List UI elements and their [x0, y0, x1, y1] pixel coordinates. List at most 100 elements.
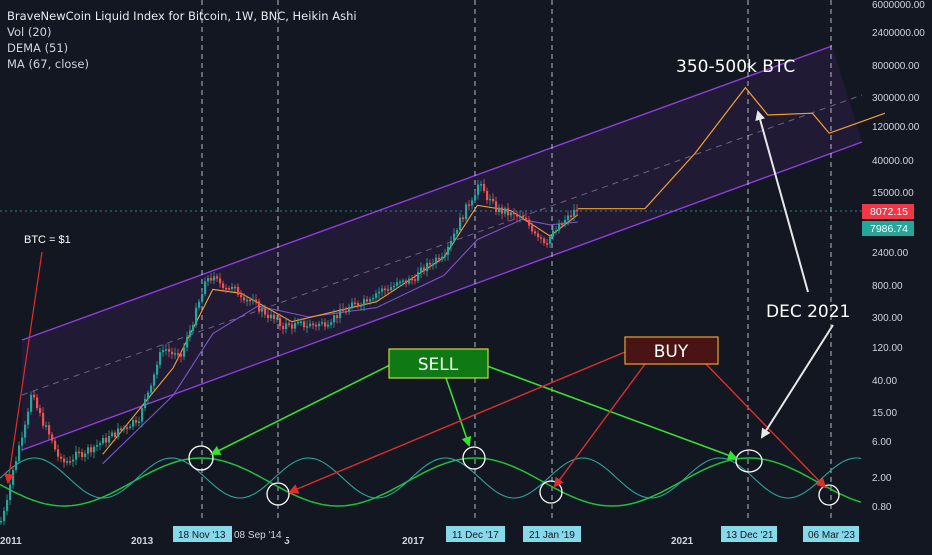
cycle-circle-2	[266, 482, 290, 506]
candle	[306, 326, 309, 328]
y-tick-label: 800.00	[872, 281, 903, 292]
candle	[549, 236, 552, 244]
candle	[210, 278, 213, 281]
candle	[543, 238, 546, 244]
candle	[120, 428, 123, 430]
candle	[405, 280, 408, 284]
candle	[105, 437, 108, 443]
date-flag-4: 21 Jan '19	[529, 530, 575, 541]
target-label: 350-500k BTC	[676, 57, 795, 77]
y-tick-label: 2400.00	[872, 248, 909, 259]
candle	[15, 461, 18, 471]
candle	[6, 499, 9, 511]
candle	[411, 278, 414, 281]
candle	[267, 314, 270, 319]
channel-lower-line	[21, 141, 863, 451]
candle	[378, 291, 381, 294]
buy-arrow-mid	[553, 363, 646, 488]
candle	[324, 322, 327, 327]
buy-box-bg	[624, 336, 719, 365]
candle	[237, 287, 240, 295]
legend-ma: MA (67, close)	[7, 57, 89, 71]
candle	[357, 303, 360, 306]
candle	[279, 317, 282, 326]
candle	[516, 214, 519, 217]
candle	[576, 209, 579, 212]
cycle-circle-1	[188, 445, 214, 471]
candle	[330, 322, 333, 325]
candle	[342, 308, 345, 311]
candle	[351, 302, 354, 307]
candle	[273, 314, 276, 319]
candle	[165, 349, 168, 351]
candle	[213, 276, 216, 281]
candle	[144, 398, 147, 409]
candle	[153, 374, 156, 386]
cycle-wave-teal	[0, 457, 862, 499]
candle	[432, 263, 435, 266]
candle	[12, 470, 15, 485]
candle	[117, 428, 120, 438]
y-tick-label: 300000.00	[872, 93, 920, 104]
dec2021-arrows	[755, 110, 834, 439]
candle	[243, 297, 246, 301]
x-tick-5: 5	[284, 536, 290, 547]
candle	[192, 325, 195, 331]
candle	[111, 432, 114, 437]
date-flags: 18 Nov '13 08 Sep '14 11 Dec '17 21 Jan …	[173, 526, 859, 542]
candle	[552, 230, 555, 237]
candle	[171, 351, 174, 355]
candle	[309, 323, 312, 327]
candle	[177, 353, 180, 355]
candle	[477, 184, 480, 195]
candle	[183, 347, 186, 357]
date-flag-6-bg	[803, 526, 859, 542]
buy-arrows	[288, 351, 827, 494]
candle	[249, 299, 252, 302]
y-tick-label: 6.00	[872, 437, 892, 448]
candle	[435, 257, 438, 264]
dema-line	[102, 204, 579, 455]
candle	[489, 198, 492, 201]
candle	[528, 219, 531, 226]
candle	[258, 301, 261, 312]
y-tick-label: 15000.00	[872, 188, 914, 199]
candle	[42, 412, 45, 426]
buy-arrow-right	[705, 363, 827, 489]
candle	[261, 308, 264, 312]
buy-label: BUY	[654, 342, 689, 362]
candle	[372, 297, 375, 300]
date-flag-3: 11 Dec '17	[452, 530, 499, 541]
candle	[498, 207, 501, 212]
candle	[492, 198, 495, 202]
candle	[450, 240, 453, 247]
candle	[459, 217, 462, 231]
cycle-circle-4	[539, 480, 563, 504]
candle	[384, 288, 387, 291]
candle	[333, 315, 336, 323]
candle	[207, 278, 210, 282]
candle	[198, 301, 201, 308]
candle	[216, 276, 219, 279]
candle	[90, 447, 93, 453]
candle	[345, 310, 348, 313]
candle	[69, 461, 72, 463]
candle	[495, 201, 498, 212]
candle	[63, 458, 66, 463]
candle	[540, 237, 543, 239]
y-tick-label: 40000.00	[872, 156, 914, 167]
candle	[480, 183, 483, 186]
candle	[228, 288, 231, 290]
sell-label: SELL	[418, 355, 459, 375]
candle	[501, 207, 504, 214]
candle	[246, 299, 249, 302]
candle	[66, 461, 69, 463]
candle	[537, 233, 540, 238]
candle	[456, 230, 459, 234]
y-tick-label: 2.00	[872, 473, 892, 484]
candle	[408, 278, 411, 284]
candle	[231, 286, 234, 289]
candle	[99, 443, 102, 445]
